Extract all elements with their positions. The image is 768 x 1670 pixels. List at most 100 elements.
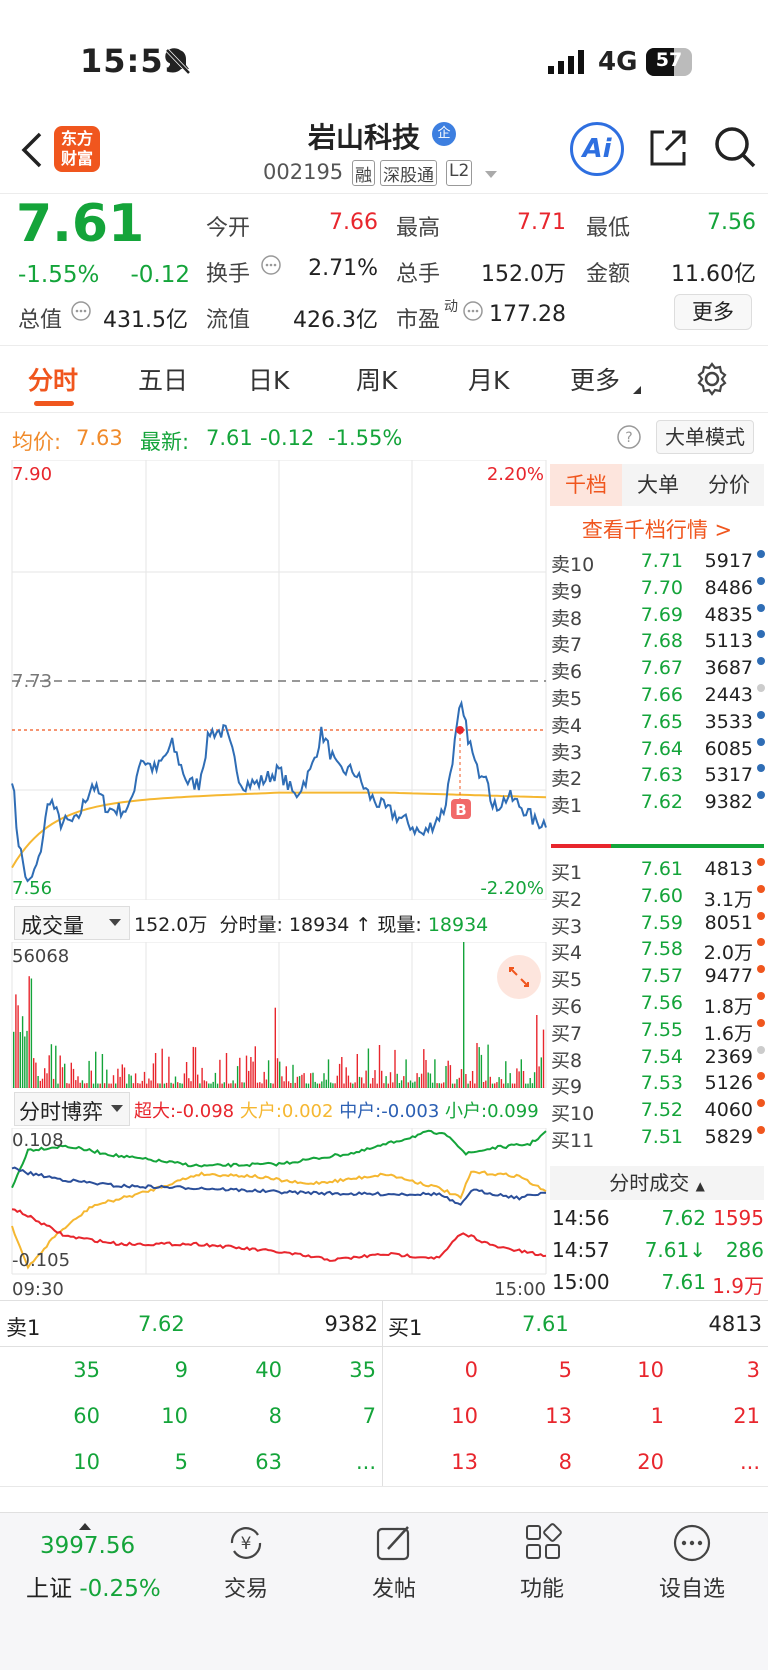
ask-row[interactable]: 卖8 7.69 4835 — [551, 603, 765, 632]
bid-label: 买8 — [551, 1049, 583, 1072]
ask-queue-cell: 10 — [73, 1450, 100, 1474]
ticks-header[interactable]: 分时成交 ▲ — [550, 1166, 764, 1200]
game-selector[interactable]: 分时博弈 — [14, 1092, 130, 1126]
volume-bar — [28, 976, 30, 1088]
bid-row[interactable]: 买5 7.57 9477 — [551, 965, 765, 993]
tick-row: 15:00 7.61 1.9万 — [552, 1270, 764, 1300]
bid-row[interactable]: 买2 7.60 3.1万 — [551, 884, 765, 913]
volume-bar — [407, 1082, 409, 1088]
bid-volume: 5829 — [704, 1126, 753, 1148]
tick-time: 14:56 — [552, 1206, 610, 1230]
tab-intraday[interactable]: 分时 — [28, 366, 79, 395]
bid-volume: 8051 — [704, 911, 753, 934]
index-ticker[interactable]: 上证 -0.25% — [26, 1569, 161, 1603]
ask-row[interactable]: 卖9 7.70 8486 — [551, 576, 765, 605]
tab-underline — [34, 401, 74, 406]
volume-bar — [121, 1064, 123, 1088]
intraday-price-chart[interactable]: B 7.90 7.56 2.20% -2.20% 7.73 — [0, 460, 548, 900]
volume-bar — [150, 1080, 152, 1088]
help-icon[interactable]: ? — [616, 424, 642, 450]
dropdown-icon[interactable] — [484, 170, 498, 180]
segment-volume-label: 分时量: — [219, 914, 283, 936]
volume-selector[interactable]: 成交量 — [14, 906, 130, 940]
ask-dot — [757, 764, 765, 773]
volume-bar — [221, 1083, 223, 1088]
volume-bar — [423, 1049, 425, 1088]
tab-daily[interactable]: 日K — [248, 366, 290, 395]
bid-row[interactable]: 买3 7.59 8051 — [551, 911, 765, 940]
search-icon[interactable] — [712, 124, 758, 170]
bid-row[interactable]: 买1 7.61 4813 — [551, 858, 765, 886]
tab-more[interactable]: 更多 — [570, 366, 621, 395]
ask-row[interactable]: 卖7 7.68 5113 — [551, 630, 765, 658]
app-logo[interactable]: 东方 财富 — [54, 126, 100, 172]
tab-depth[interactable]: 千档 — [550, 464, 622, 506]
avg-price-line — [11, 791, 547, 869]
tab-price-distribution[interactable]: 分价 — [708, 473, 750, 497]
info-more-icon[interactable] — [70, 300, 92, 322]
info-more-icon[interactable] — [260, 254, 282, 276]
bid-row[interactable]: 买10 7.52 4060 — [551, 1099, 765, 1127]
ask-row[interactable]: 卖10 7.71 5917 — [551, 550, 765, 578]
volume-bar — [383, 1083, 385, 1088]
ai-button[interactable]: Ai — [570, 122, 624, 176]
volume-bar — [385, 1076, 387, 1088]
ask-price: 7.71 — [640, 550, 683, 572]
index-value[interactable]: 3997.56 — [40, 1533, 136, 1559]
volume-bar — [112, 1075, 115, 1088]
tab-five-day[interactable]: 五日 — [138, 366, 189, 395]
volume-bar — [250, 1057, 252, 1088]
bid-volume: 4060 — [704, 1099, 753, 1122]
bid-row[interactable]: 买4 7.58 2.0万 — [551, 938, 765, 966]
queue-ask-volume: 9382 — [324, 1312, 378, 1336]
back-icon[interactable] — [16, 130, 46, 170]
volume-bar — [88, 1060, 90, 1088]
buy-marker[interactable] — [451, 799, 471, 819]
bid-row[interactable]: 买9 7.53 5126 — [551, 1072, 765, 1100]
tab-monthly[interactable]: 月K — [468, 366, 510, 395]
volume-bar — [134, 1073, 137, 1088]
bid-row[interactable]: 买7 7.55 1.6万 — [551, 1018, 765, 1047]
bid-row[interactable]: 买6 7.56 1.8万 — [551, 992, 765, 1020]
ask-price: 7.66 — [640, 684, 683, 706]
info-more-icon[interactable] — [462, 300, 484, 322]
volume-bar — [128, 1074, 130, 1088]
tick-price: 7.61↓ — [644, 1238, 706, 1262]
collapse-arrow-icon: ▲ — [695, 1179, 705, 1193]
volume-bar — [72, 1068, 75, 1088]
chart-tabs: 分时 五日 日K 周K 月K 更多 — [0, 347, 768, 413]
yen-cycle-icon: ¥ — [230, 1527, 262, 1559]
expand-up-icon[interactable] — [78, 1521, 92, 1531]
bid-row[interactable]: 买8 7.54 2369 — [551, 1045, 765, 1074]
volume-bar — [414, 1081, 416, 1088]
volume-bar — [420, 1073, 423, 1088]
volume-bar — [259, 1082, 261, 1088]
ask-row[interactable]: 卖4 7.65 3533 — [551, 710, 765, 739]
volume-bar — [132, 1083, 135, 1088]
settings-gear-icon[interactable] — [694, 361, 730, 397]
ask-row[interactable]: 卖3 7.64 6085 — [551, 737, 765, 766]
volume-bar — [79, 1082, 81, 1088]
pct-axis-high: 2.20% — [487, 464, 544, 485]
more-button[interactable]: 更多 — [674, 294, 752, 330]
money-flow-chart[interactable]: 0.108 -0.105 09:30 15:00 — [0, 1128, 548, 1296]
ask-row[interactable]: 卖1 7.62 9382 — [551, 791, 765, 819]
volume-bar — [239, 1057, 241, 1088]
network-label: 4G — [598, 47, 638, 77]
ask-row[interactable]: 卖6 7.67 3687 — [551, 657, 765, 685]
tab-big-orders[interactable]: 大单 — [637, 473, 679, 497]
volume-bar — [168, 1056, 170, 1088]
volume-bar — [491, 1083, 494, 1088]
tab-weekly[interactable]: 周K — [356, 366, 398, 395]
ask-row[interactable]: 卖5 7.66 2443 — [551, 684, 765, 712]
bid-row[interactable]: 买11 7.51 5829 — [551, 1126, 765, 1154]
volume-bar — [471, 1071, 474, 1088]
share-icon[interactable] — [646, 126, 690, 170]
depth-link[interactable]: 查看千档行情 > — [581, 518, 733, 542]
volume-bar — [338, 1063, 341, 1088]
volume-bar — [520, 1059, 522, 1088]
big-order-mode-button[interactable]: 大单模式 — [656, 420, 754, 454]
ask-row[interactable]: 卖2 7.63 5317 — [551, 764, 765, 792]
expand-button[interactable] — [497, 955, 541, 999]
volume-chart[interactable]: 56068 — [0, 942, 548, 1088]
